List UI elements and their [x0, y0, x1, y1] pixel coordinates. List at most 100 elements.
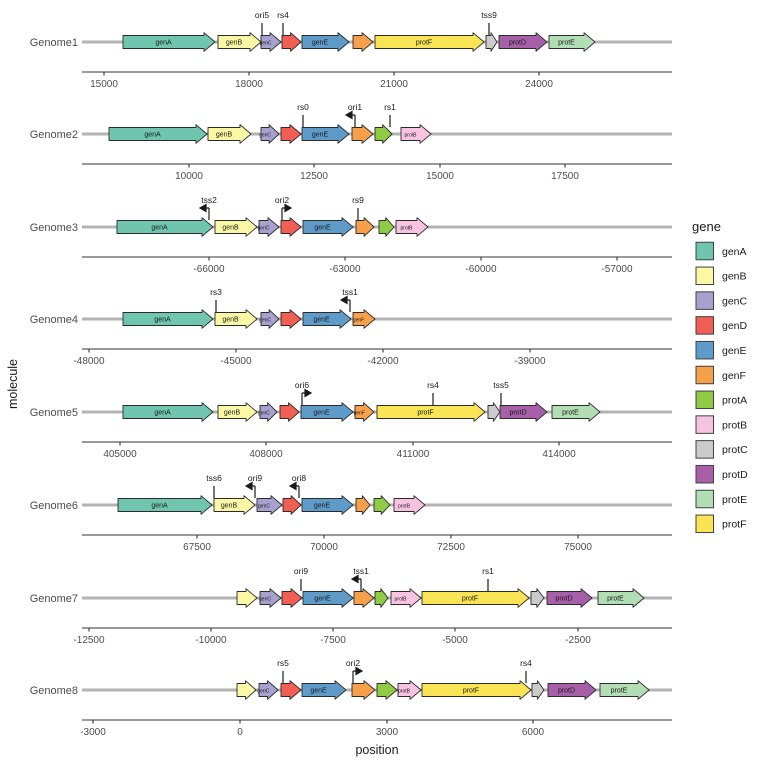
gene-arrow-genF	[352, 32, 374, 52]
genome-row-Genome2: 10000 12500 15000 17500 genA genB genC genE prot…	[30, 102, 672, 182]
gene-label: genE	[313, 316, 330, 323]
row-label: Genome3	[30, 222, 78, 234]
feature-flag-left	[339, 295, 350, 305]
feature-label: rs1	[384, 102, 396, 112]
gene-arrow-protD	[546, 588, 593, 608]
legend-item-protA: protA	[695, 390, 747, 410]
gene-arrow-genD	[280, 680, 302, 700]
gene-arrow-protF	[374, 32, 485, 52]
gene-arrow-protB	[397, 680, 422, 700]
legend-swatch-protA	[695, 390, 714, 410]
gene-label: genB	[221, 502, 238, 509]
feature-label: tss2	[201, 195, 217, 205]
x-axis-title: position	[355, 743, 399, 757]
legend-item-genE: genE	[695, 340, 747, 360]
gene-label: protF	[417, 409, 433, 416]
gene-label: genA	[144, 131, 161, 138]
legend-swatch-protB	[695, 415, 714, 434]
gene-arrow-protD	[498, 32, 548, 52]
gene-arrow-protA	[374, 124, 393, 144]
axis-tick-label: 67500	[183, 542, 211, 553]
gene-label: genB	[216, 131, 233, 138]
gene-label: genA	[154, 316, 171, 323]
gene-arrow-protC	[531, 680, 545, 700]
legend-swatch-protD	[695, 464, 714, 484]
feature-flag-left	[288, 481, 299, 491]
legend-title: gene	[692, 219, 721, 234]
gene-label: genE	[314, 502, 331, 509]
legend-label: protF	[722, 519, 747, 531]
gene-label: protF	[463, 687, 479, 694]
row-label: Genome8	[30, 685, 78, 697]
gene-label: protD	[509, 39, 526, 46]
legend-swatch-genD	[695, 316, 714, 335]
gene-arrow-protA	[374, 588, 389, 608]
legend-label: genE	[722, 345, 747, 357]
axis-tick-label: 414000	[542, 449, 576, 460]
gene-arrow-genB	[207, 124, 252, 144]
gene-label: protB	[398, 503, 411, 509]
gene-label: genC	[258, 225, 270, 231]
axis-tick-label: 6000	[522, 727, 545, 738]
axis-tick-label: 15000	[426, 171, 454, 182]
gene-arrow-genC	[259, 588, 282, 608]
legend-item-protF: protF	[695, 514, 747, 534]
axis-tick-label: -63000	[329, 264, 361, 275]
axis-tick-label: 75000	[564, 542, 592, 553]
legend: genA genB genC genD genE genF protA protB protC p…	[695, 241, 748, 534]
gene-label: protB	[395, 596, 408, 602]
axis-tick-label: -39000	[514, 356, 546, 367]
legend-swatch-genE	[695, 340, 714, 360]
gene-label: genE	[314, 224, 331, 231]
feature-flag-left	[344, 110, 355, 120]
gene-arrow-genE	[301, 495, 354, 515]
gene-arrow-genB	[217, 32, 262, 52]
gene-arrow-protB	[400, 124, 432, 144]
gene-arrow-genE	[301, 680, 347, 700]
legend-item-protD: protD	[695, 464, 748, 484]
gene-label: protE	[558, 39, 575, 46]
axis-tick-label: 24000	[525, 79, 553, 90]
gene-label: genA	[151, 224, 168, 231]
axis-tick-label: 15000	[90, 79, 118, 90]
gene-label: protB	[401, 225, 414, 231]
axis-tick-label: -45000	[220, 356, 252, 367]
legend-item-genD: genD	[695, 316, 748, 335]
legend-swatch-genF	[695, 365, 714, 385]
gene-arrow-genC	[260, 124, 280, 144]
legend-label: protA	[722, 395, 747, 407]
axis-tick-label: -5000	[442, 635, 468, 646]
axis-tick-label: 10000	[175, 171, 203, 182]
row-label: Genome7	[30, 593, 78, 605]
gene-arrow-genC	[259, 402, 278, 422]
gene-label: protD	[509, 409, 526, 416]
gene-arrow-genE	[302, 217, 354, 237]
legend-swatch-genC	[695, 291, 714, 310]
feature-flag-left	[244, 481, 255, 491]
gene-arrow-genF	[352, 309, 376, 329]
legend-item-protC: protC	[695, 440, 748, 459]
gene-arrow-genD	[280, 124, 302, 144]
feature-label: rs5	[277, 658, 289, 668]
gene-arrow-genC	[260, 32, 282, 52]
gene-label: genC	[258, 410, 270, 416]
gene-arrow-protE	[551, 402, 601, 422]
genome-row-Genome7: -12500 -10000 -7500 -5000 -2500 genC genE protB…	[30, 566, 672, 646]
genome-row-Genome4: -48000 -45000 -42000 -39000 genA genB genC genE…	[30, 287, 672, 367]
gene-arrow-protC	[530, 588, 545, 608]
gene-arrow-genF	[354, 402, 375, 422]
axis-tick-label: 0	[237, 727, 243, 738]
legend-label: genD	[722, 320, 748, 332]
gene-label: genE	[310, 687, 327, 694]
legend-swatch-protE	[695, 489, 714, 509]
gene-arrow-protB	[390, 588, 422, 608]
legend-swatch-protF	[695, 514, 714, 534]
gene-arrow-genE	[302, 588, 354, 608]
legend-label: genF	[722, 370, 746, 382]
gene-arrow-genA	[117, 495, 213, 515]
feature-label: tss1	[353, 566, 369, 576]
axis-tick-label: -48000	[73, 356, 105, 367]
gene-arrow-genD	[279, 402, 300, 422]
gene-arrow-protC	[487, 402, 501, 422]
